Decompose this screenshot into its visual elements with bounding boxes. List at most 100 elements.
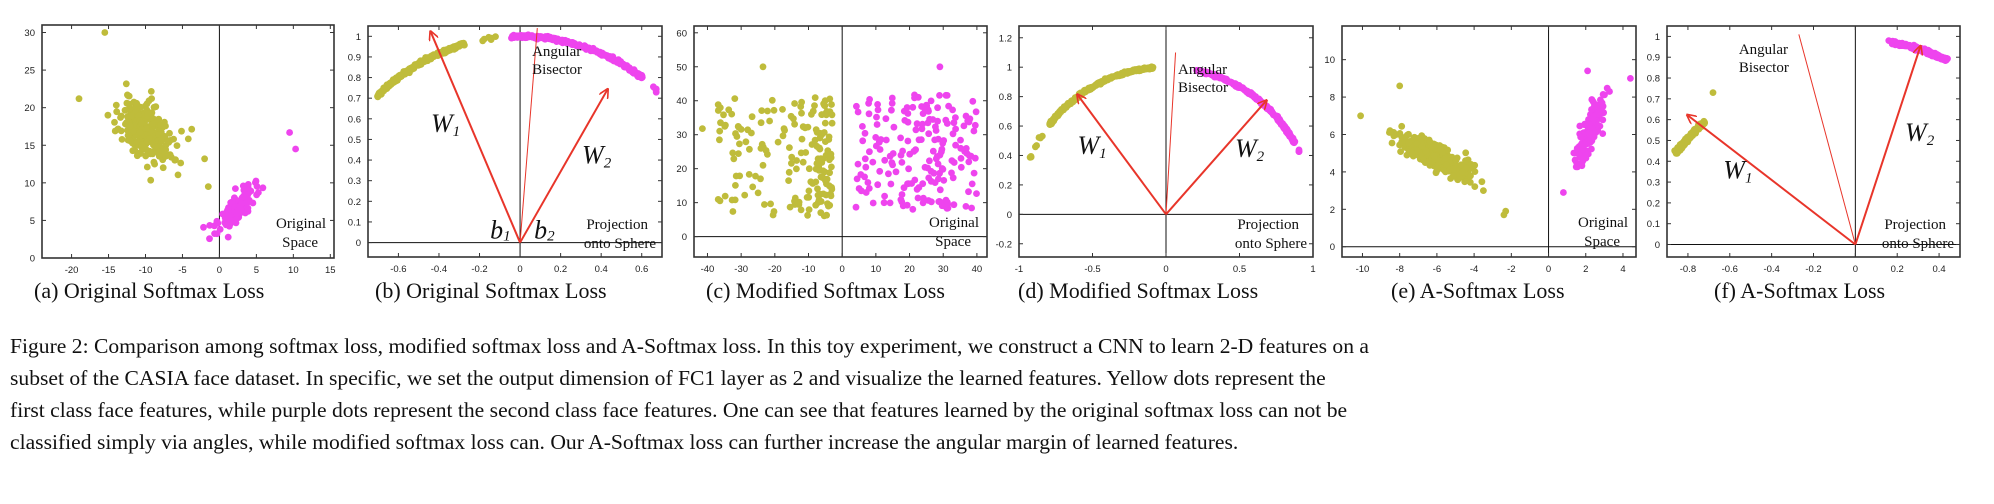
class1-point [729, 149, 737, 157]
class1-point [736, 140, 743, 148]
class2-point [872, 134, 880, 141]
class2-point [1599, 116, 1607, 124]
x-tick-label: 2 [1583, 264, 1588, 275]
class1-point [121, 106, 129, 114]
class1-point [408, 64, 415, 72]
class2-point [1577, 154, 1585, 161]
class2-point [1922, 48, 1929, 56]
x-tick-label: -5 [178, 265, 186, 276]
y-tick-label: 0.9 [348, 52, 361, 63]
scatter-plot-e: -10 -8 -6 -4 -2 0 2 4 0 2 4 6 8 10 Original Space [1324, 25, 1637, 275]
class1-point [767, 200, 774, 208]
axis-ticks: -1 -0.5 0 0.5 1 -0.2 0 0.2 0.4 0.6 0.8 1 1.2 [996, 26, 1316, 275]
class1-point [1686, 132, 1694, 140]
class2-point [852, 203, 860, 211]
caption-line: Figure 2: Comparison among softmax loss,… [10, 334, 1369, 358]
x-tick-label: 20 [904, 264, 915, 275]
axis-ticks: -20 -15 -10 -5 0 5 10 15 0 5 10 15 20 25 30 [24, 25, 336, 276]
y-tick-label: 0.5 [1647, 136, 1660, 147]
class1-point [828, 184, 835, 191]
class2-point [925, 174, 933, 182]
class2-point [970, 127, 978, 135]
class1-point [75, 95, 83, 103]
x-tick-label: -0.2 [471, 264, 487, 275]
w2-vector-arrow [1854, 47, 1920, 245]
x-tick-label: 5 [254, 265, 259, 276]
x-tick-label: 0.6 [635, 264, 648, 275]
class1-point [714, 196, 722, 203]
class2-point [224, 233, 232, 241]
class2-point [880, 199, 888, 207]
class2-point [200, 223, 207, 231]
y-tick-label: 0 [1655, 240, 1660, 251]
class1-point [714, 101, 722, 108]
y-tick-label: 5 [30, 216, 35, 227]
class1-point [732, 172, 740, 180]
axis-ticks: -0.6 -0.4 -0.2 0 0.2 0.4 0.6 0 0.1 0.2 0.3 0.4 0.5 0.… [348, 26, 662, 275]
class2-point [929, 147, 937, 155]
class1-point [1397, 148, 1404, 156]
caption-line: subset of the CASIA face dataset. In spe… [10, 366, 1326, 390]
class2-point [925, 130, 933, 138]
class1-point [150, 103, 158, 111]
class1-point [802, 149, 810, 156]
class2-point [904, 137, 912, 145]
class2-point [925, 197, 932, 204]
plot-frame [1341, 25, 1637, 258]
class2-point [934, 117, 941, 125]
class1-point [768, 96, 776, 104]
class1-point [805, 187, 813, 195]
class1-point [1452, 156, 1460, 164]
y-tick-label: 2 [1330, 205, 1335, 216]
class1-point [791, 100, 798, 107]
class1-point [791, 197, 798, 205]
class2-point [973, 190, 980, 198]
axis-ticks: -10 -8 -6 -4 -2 0 2 4 0 2 4 6 8 10 [1324, 26, 1636, 275]
class1-point [157, 135, 165, 142]
class1-point [720, 111, 727, 119]
y-tick-label: 40 [676, 96, 687, 107]
class2-point [926, 157, 933, 165]
scatter-plot-f: -0.8 -0.6 -0.4 -0.2 0 0.2 0.4 0 0.1 0.2 0.3 0.4 0.5 0… [1647, 25, 1961, 275]
class1-point [746, 145, 753, 153]
class1-point [1420, 156, 1427, 164]
class1-point [779, 132, 787, 140]
plot-frame [693, 25, 988, 258]
class1-point [811, 94, 819, 101]
class1-point [148, 95, 156, 102]
class1-point [759, 161, 767, 169]
class2-point [580, 44, 588, 51]
x-tick-label: 0 [1853, 264, 1858, 275]
class1-point [441, 49, 448, 57]
class1-point [827, 152, 834, 160]
data-points [374, 31, 660, 101]
y-tick-label: 0.1 [348, 217, 361, 228]
class2-point [888, 94, 896, 102]
class1-point [104, 111, 112, 119]
class2-point [873, 113, 880, 121]
y-tick-label: 1 [1007, 63, 1012, 74]
y-tick-label: 0.8 [348, 73, 361, 84]
class1-point [803, 194, 811, 201]
class2-point [909, 205, 917, 213]
class2-point [1584, 67, 1591, 75]
class2-point [626, 66, 633, 73]
class2-point [912, 126, 920, 134]
x-tick-label: -6 [1433, 264, 1441, 275]
class2-point [292, 145, 299, 153]
class1-point [117, 127, 125, 135]
x-tick-label: 0.5 [1233, 264, 1246, 275]
class1-point [821, 119, 829, 127]
angular-bisector-label: Bisector [1739, 60, 1789, 76]
class1-point [732, 130, 739, 137]
class1-point [125, 92, 133, 100]
class1-point [823, 211, 830, 219]
class2-point [869, 199, 877, 207]
x-tick-label: -15 [102, 265, 116, 276]
class2-point [924, 164, 932, 172]
class1-point [135, 149, 142, 157]
b2-label: b2 [534, 216, 555, 245]
class1-point [817, 198, 825, 205]
class1-point [1396, 82, 1404, 90]
w1-label: W1 [431, 109, 460, 140]
